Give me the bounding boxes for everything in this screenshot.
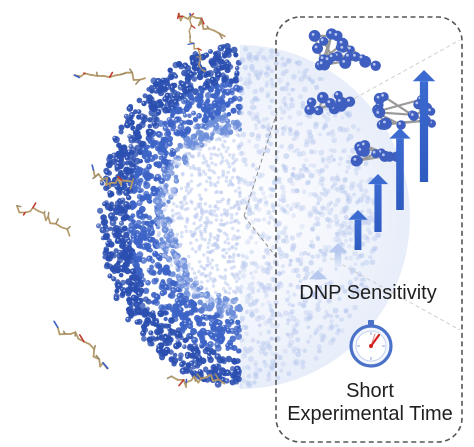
particle-left-hemisphere (96, 43, 244, 388)
stopwatch-icon (349, 320, 393, 368)
growth-arrows-icon (308, 70, 436, 280)
inset-frame (275, 16, 463, 443)
particle-right-haze (240, 45, 410, 389)
dnp-sensitivity-label: DNP Sensitivity (299, 282, 437, 304)
short-time-label-line2: Experimental Time (287, 403, 453, 425)
polarizing-agent-molecules (16, 12, 226, 388)
short-time-label-line1: Short (346, 380, 394, 402)
inset-radical-molecules (304, 28, 436, 167)
